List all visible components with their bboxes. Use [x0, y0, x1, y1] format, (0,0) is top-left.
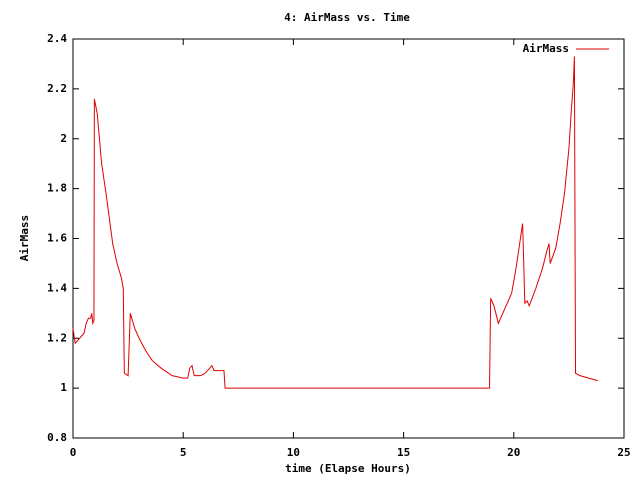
x-tick-label: 5	[180, 446, 187, 459]
x-tick-label: 0	[70, 446, 77, 459]
y-tick-label: 1	[60, 381, 67, 394]
y-tick-label: 1.2	[47, 331, 67, 344]
plot-frame	[72, 38, 625, 439]
data-line	[72, 56, 598, 389]
chart-title: 4: AirMass vs. Time	[284, 11, 410, 24]
y-tick-label: 1.6	[47, 232, 67, 245]
y-tick-label: 2.4	[47, 32, 67, 45]
y-tick-label: 2	[60, 132, 67, 145]
x-tick-label: 10	[287, 446, 300, 459]
legend-label: AirMass	[523, 42, 569, 55]
y-tick-label: 2.2	[47, 82, 67, 95]
x-axis-label: time (Elapse Hours)	[285, 462, 411, 475]
y-tick-label: 0.8	[47, 431, 67, 444]
x-tick-label: 25	[617, 446, 630, 459]
x-tick-label: 15	[397, 446, 410, 459]
y-tick-label: 1.8	[47, 182, 67, 195]
y-axis-label: AirMass	[18, 215, 31, 261]
x-tick-label: 20	[507, 446, 520, 459]
y-tick-label: 1.4	[47, 281, 67, 294]
